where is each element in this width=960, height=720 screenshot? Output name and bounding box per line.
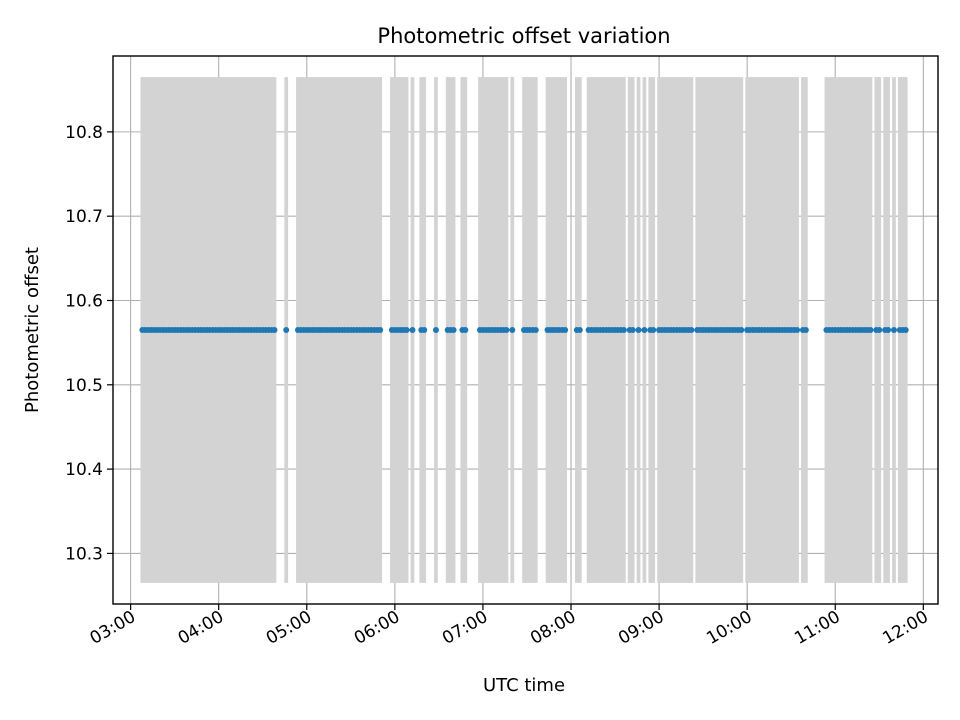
plot-frame [112, 55, 939, 605]
y-tick-label: 10.5 [65, 376, 103, 396]
data-point [629, 327, 636, 333]
data-point [562, 327, 569, 333]
data-point [867, 327, 874, 333]
data-point [377, 327, 384, 333]
data-point [802, 327, 809, 333]
data-point [650, 327, 657, 333]
data-point [688, 327, 695, 333]
y-tick-label: 10.8 [65, 123, 103, 143]
data-point [450, 327, 457, 333]
data-point [635, 327, 642, 333]
data-point [738, 327, 745, 333]
data-point [890, 327, 897, 333]
data-point [503, 327, 510, 333]
data-point [509, 327, 516, 333]
x-axis-label: UTC time [483, 675, 565, 696]
data-point [641, 327, 648, 333]
data-point [576, 327, 583, 333]
y-tick-label: 10.7 [65, 207, 103, 227]
data-point [403, 327, 410, 333]
data-point [885, 327, 892, 333]
data-point [876, 327, 883, 333]
y-tick-label: 10.4 [65, 460, 103, 480]
y-tick-label: 10.6 [65, 291, 103, 311]
y-tick-label: 10.3 [65, 544, 103, 564]
data-point [421, 327, 428, 333]
data-point [409, 327, 416, 333]
data-point [902, 327, 909, 333]
data-points [139, 327, 909, 333]
data-point [620, 327, 627, 333]
data-point [271, 327, 278, 333]
data-point [532, 327, 539, 333]
data-point [283, 327, 290, 333]
y-axis-label: Photometric offset [22, 247, 43, 413]
data-point [432, 327, 439, 333]
data-point [794, 327, 801, 333]
data-point [462, 327, 469, 333]
chart-title: Photometric offset variation [377, 24, 670, 48]
